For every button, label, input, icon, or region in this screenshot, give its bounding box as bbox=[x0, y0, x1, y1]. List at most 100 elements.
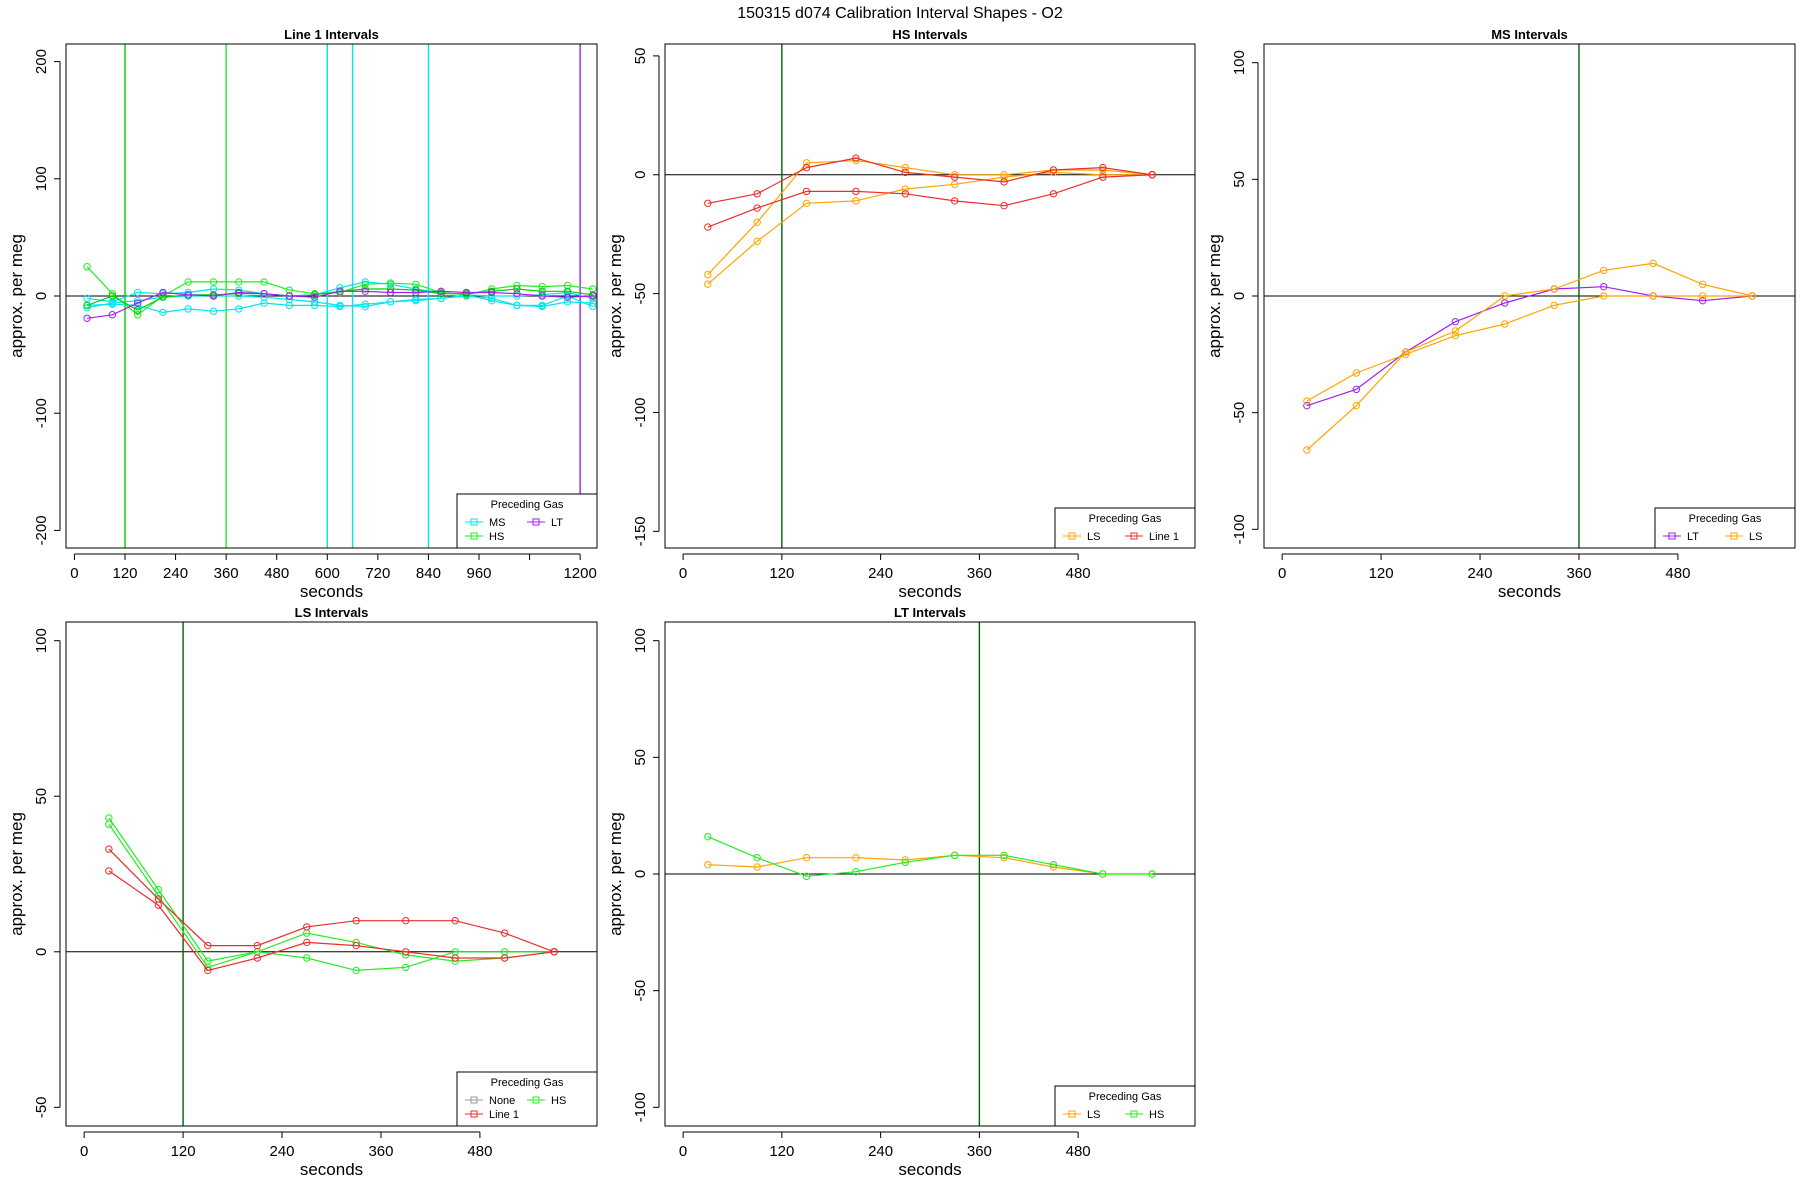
plot-frame bbox=[664, 621, 1196, 1127]
x-tick-label: 360 bbox=[214, 565, 239, 582]
data-point bbox=[538, 302, 546, 311]
data-point bbox=[1550, 301, 1558, 310]
data-point bbox=[852, 187, 860, 196]
chart-panel: HS Intervals 0 120 240 360 480 seconds -150 -100… bbox=[606, 27, 1196, 601]
legend-entry-label: LS bbox=[1749, 531, 1762, 543]
y-tick-label: 100 bbox=[632, 628, 649, 653]
data-point bbox=[451, 916, 459, 925]
data-point bbox=[361, 300, 369, 308]
data-point bbox=[386, 279, 395, 287]
data-point bbox=[352, 916, 360, 925]
data-point bbox=[1049, 863, 1058, 871]
x-tick-label: 120 bbox=[769, 1143, 794, 1160]
plot-area bbox=[66, 622, 597, 1126]
data-point bbox=[235, 288, 243, 297]
data-point bbox=[500, 929, 509, 937]
legend-entry-label: LT bbox=[1687, 531, 1699, 543]
legend-swatch-marker bbox=[1130, 1110, 1138, 1118]
y-axis-label: approx. per meg bbox=[606, 234, 625, 358]
data-point bbox=[753, 853, 761, 862]
data-point bbox=[1501, 292, 1509, 300]
y-tick-label: 100 bbox=[1231, 50, 1248, 75]
data-point bbox=[253, 954, 261, 962]
y-axis-label: approx. per meg bbox=[1205, 234, 1224, 358]
data-point bbox=[901, 163, 910, 172]
data-point bbox=[310, 291, 319, 299]
data-point bbox=[303, 938, 311, 947]
series-line bbox=[108, 823, 555, 972]
series-line bbox=[108, 870, 555, 972]
data-point bbox=[950, 180, 959, 188]
data-point bbox=[83, 262, 91, 271]
series-line bbox=[1306, 262, 1753, 451]
data-point bbox=[589, 302, 597, 311]
data-point bbox=[437, 289, 445, 298]
legend-title: Preceding Gas bbox=[1689, 513, 1762, 525]
series-line bbox=[707, 157, 1153, 204]
x-tick-label: 0 bbox=[80, 1143, 88, 1160]
data-point bbox=[704, 832, 712, 841]
legend-title: Preceding Gas bbox=[491, 499, 564, 511]
data-point bbox=[285, 286, 294, 294]
data-point bbox=[550, 948, 558, 956]
data-point bbox=[802, 853, 811, 862]
data-point bbox=[402, 948, 410, 956]
series-line bbox=[1306, 286, 1753, 407]
y-tick-label: 0 bbox=[632, 171, 649, 179]
data-point bbox=[209, 278, 218, 286]
legend-entry-label: HS bbox=[489, 531, 504, 543]
data-point bbox=[1451, 331, 1459, 340]
legend-swatch-marker bbox=[470, 1110, 478, 1118]
y-tick-label: 50 bbox=[1231, 171, 1248, 188]
x-tick-label: 240 bbox=[163, 565, 188, 582]
data-point bbox=[184, 278, 192, 286]
y-tick-label: -50 bbox=[1231, 402, 1248, 424]
data-point bbox=[704, 270, 712, 279]
data-point bbox=[1600, 282, 1608, 291]
plot-area bbox=[1264, 44, 1795, 548]
legend-swatch-marker bbox=[1730, 532, 1738, 540]
y-tick-label: 50 bbox=[632, 749, 649, 766]
data-point bbox=[753, 204, 761, 212]
data-point bbox=[209, 307, 218, 315]
data-point bbox=[83, 304, 91, 312]
legend-swatch-marker bbox=[470, 518, 478, 526]
data-point bbox=[950, 851, 959, 860]
data-point bbox=[133, 296, 142, 305]
data-point bbox=[235, 305, 243, 313]
data-point bbox=[361, 287, 369, 296]
data-point bbox=[1000, 201, 1008, 210]
data-point bbox=[1600, 266, 1608, 275]
data-point bbox=[704, 199, 712, 207]
x-tick-label: 240 bbox=[868, 565, 893, 582]
data-point bbox=[133, 311, 142, 319]
chart-title: LS Intervals bbox=[295, 605, 369, 620]
series-line bbox=[707, 836, 1153, 877]
data-point bbox=[1352, 369, 1361, 377]
data-point bbox=[204, 966, 212, 975]
y-axis-label: approx. per meg bbox=[7, 234, 26, 358]
data-point bbox=[1352, 385, 1361, 394]
data-point bbox=[133, 299, 142, 307]
series-line bbox=[108, 848, 555, 953]
data-point bbox=[462, 288, 471, 297]
data-point bbox=[336, 287, 344, 296]
data-point bbox=[1698, 292, 1707, 300]
data-point bbox=[451, 954, 459, 962]
x-axis-label: seconds bbox=[300, 1160, 363, 1179]
data-point bbox=[361, 285, 369, 293]
data-point bbox=[1049, 166, 1058, 174]
chart-title: HS Intervals bbox=[892, 27, 967, 42]
figure-title: 150315 d074 Calibration Interval Shapes … bbox=[737, 5, 1063, 22]
y-tick-label: -100 bbox=[33, 398, 50, 428]
data-point bbox=[563, 287, 572, 296]
y-tick-label: -100 bbox=[1231, 514, 1248, 544]
data-point bbox=[589, 299, 597, 307]
data-point bbox=[589, 285, 597, 293]
x-tick-label: 240 bbox=[868, 1143, 893, 1160]
data-point bbox=[538, 292, 546, 300]
legend-swatch-marker bbox=[1068, 532, 1076, 540]
data-point bbox=[159, 288, 167, 297]
series-line bbox=[707, 159, 1153, 276]
legend-swatch-marker bbox=[1068, 1110, 1076, 1118]
